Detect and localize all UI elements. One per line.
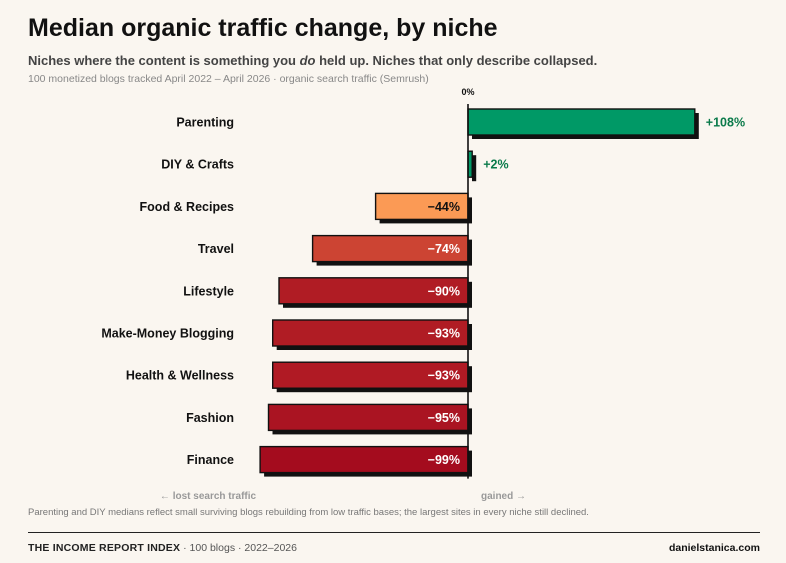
- bar-shadow: [472, 155, 477, 182]
- footer-site: danielstanica.com: [668, 542, 760, 554]
- data-label: −99%: [428, 453, 460, 467]
- footnote: Parenting and DIY medians reflect small …: [28, 507, 589, 518]
- bar: [467, 108, 696, 136]
- category-label: Parenting: [176, 116, 234, 130]
- bar: [374, 192, 469, 221]
- category-label: Food & Recipes: [140, 200, 235, 214]
- subtitle-emphasis: do: [299, 53, 316, 68]
- positive-direction-label: gained →: [481, 491, 526, 502]
- data-label: −44%: [428, 200, 460, 214]
- category-label: Fashion: [186, 411, 234, 425]
- bar: [272, 319, 469, 347]
- data-label: −74%: [428, 242, 460, 256]
- negative-direction-label: ← lost search traffic: [160, 491, 257, 502]
- category-label: DIY & Crafts: [161, 158, 234, 172]
- data-label: −93%: [428, 369, 460, 383]
- bar: [267, 403, 469, 432]
- bar: [311, 234, 469, 263]
- category-label: Lifestyle: [183, 284, 234, 298]
- data-label: +108%: [706, 116, 745, 130]
- footer-brand: THE INCOME REPORT INDEX: [28, 542, 181, 554]
- chart-subtitle: Niches where the content is something yo…: [28, 53, 597, 68]
- source-line: 100 monetized blogs tracked April 2022 –…: [28, 73, 429, 85]
- subtitle-part-1: Niches where the content is something yo…: [28, 53, 300, 68]
- data-label: −90%: [428, 284, 460, 298]
- data-label: −95%: [428, 411, 460, 425]
- bar: [259, 445, 469, 474]
- chart-title: Median organic traffic change, by niche: [28, 14, 498, 42]
- category-label: Make-Money Blogging: [101, 327, 234, 341]
- footer-meta: · 100 blogs · 2022–2026: [180, 542, 297, 554]
- category-label: Finance: [187, 453, 234, 467]
- data-label: +2%: [483, 158, 508, 172]
- zero-tick-label: 0%: [461, 87, 474, 97]
- footer-credit: THE INCOME REPORT INDEX · 100 blogs · 20…: [28, 542, 297, 554]
- data-label: −93%: [428, 327, 460, 341]
- footer-divider: [28, 532, 760, 533]
- bar: [278, 277, 469, 305]
- category-label: Health & Wellness: [126, 369, 234, 383]
- subtitle-part-2: held up. Niches that only describe colla…: [315, 53, 598, 68]
- bar-chart: Parenting +108% DIY & Crafts +2% Food & Reci…: [101, 87, 745, 502]
- category-label: Travel: [198, 242, 234, 256]
